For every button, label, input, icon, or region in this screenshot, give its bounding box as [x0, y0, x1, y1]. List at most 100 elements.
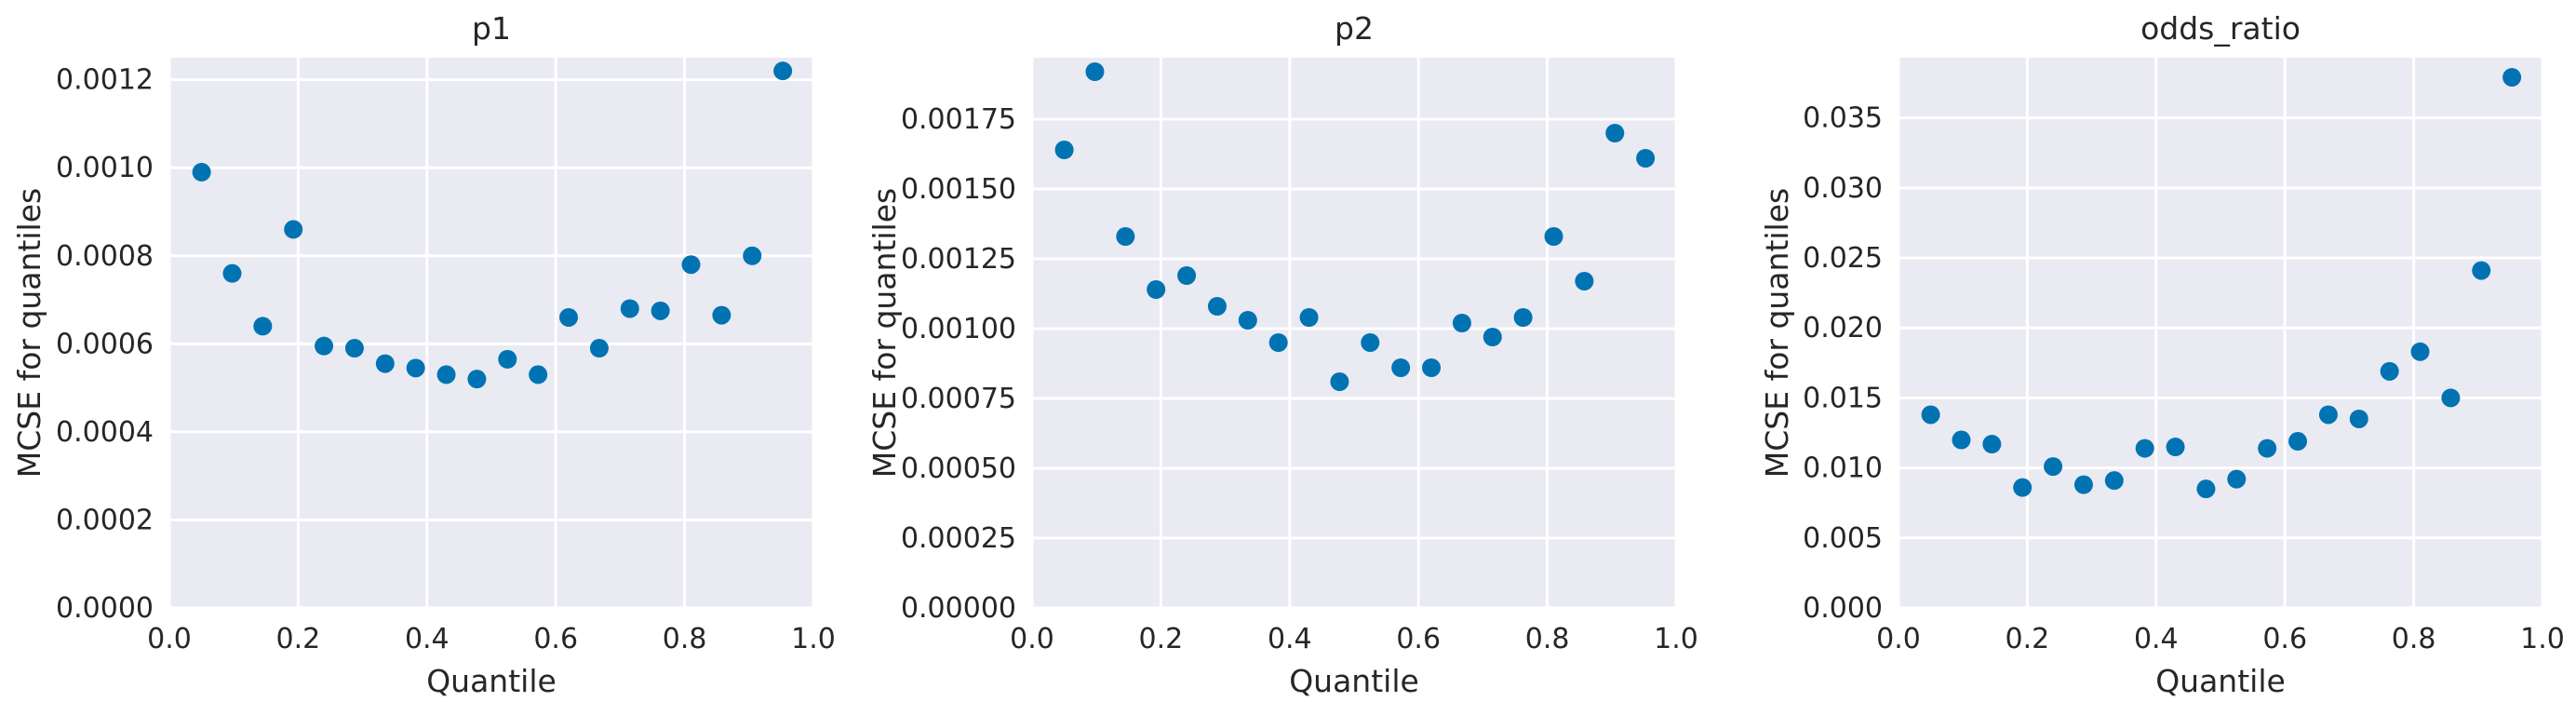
data-point [1177, 266, 1197, 285]
data-point [1921, 405, 1940, 425]
y-tick-label: 0.0010 [56, 152, 154, 184]
data-point [2166, 438, 2185, 457]
panel-p2: 0.0 0.2 0.4 0.6 0.8 1.0 0.00000 0.00025 0.00050 0… [866, 10, 1698, 699]
data-point [498, 349, 517, 369]
plot-area [1898, 58, 2542, 608]
chart-title: p1 [472, 10, 511, 47]
data-point [2013, 478, 2033, 497]
y-tick-label: 0.005 [1803, 522, 1883, 555]
data-point [1147, 280, 1166, 299]
y-tick-label: 0.00075 [901, 383, 1016, 415]
data-point [743, 246, 762, 265]
data-point [2288, 432, 2308, 452]
x-tick-label: 0.6 [1396, 623, 1441, 655]
chart-title: odds_ratio [2140, 10, 2301, 47]
y-tick-label: 0.00050 [901, 452, 1016, 485]
data-point [1299, 308, 1319, 327]
x-tick-label: 0.8 [663, 623, 707, 655]
y-axis-label: MCSE for quantiles [866, 188, 903, 478]
y-tick-label: 0.0008 [56, 240, 154, 273]
y-tick-label: 0.00175 [901, 103, 1016, 136]
data-point [2441, 388, 2461, 408]
data-point [2104, 471, 2124, 491]
data-point [253, 317, 273, 336]
data-point [529, 365, 548, 384]
plot-area [1032, 58, 1676, 608]
x-tick-label: 0.2 [276, 623, 321, 655]
data-point [284, 220, 303, 239]
x-axis-label: Quantile [1289, 663, 1419, 699]
data-point [1330, 372, 1349, 391]
data-point [1575, 272, 1594, 290]
data-point [681, 255, 701, 275]
data-point [589, 339, 609, 358]
data-point [1982, 435, 2002, 454]
data-point [1391, 358, 1411, 377]
data-point [1238, 311, 1257, 330]
y-tick-label: 0.0012 [56, 64, 154, 97]
data-point [192, 162, 211, 182]
x-tick-label: 0.2 [1139, 623, 1184, 655]
data-point [2502, 68, 2522, 88]
data-point [2044, 457, 2063, 477]
x-axis-label: Quantile [426, 663, 557, 699]
data-point [1207, 297, 1227, 316]
data-point [1636, 149, 1656, 168]
x-tick-label: 0.0 [1010, 623, 1054, 655]
data-point [2196, 479, 2216, 499]
y-tick-label: 0.0000 [56, 592, 154, 625]
x-tick-label: 0.8 [2392, 623, 2436, 655]
data-point [1513, 308, 1533, 327]
x-tick-label: 0.4 [1268, 623, 1312, 655]
y-tick-label: 0.0004 [56, 416, 154, 449]
data-point [2135, 438, 2154, 458]
data-point [1605, 124, 1625, 142]
data-point [1544, 227, 1563, 246]
data-point [2318, 405, 2338, 425]
data-point [2349, 409, 2368, 428]
data-point [1952, 430, 1971, 450]
panel-odds-ratio: 0.0 0.2 0.4 0.6 0.8 1.0 0.000 0.005 0.010 0.015 0.… [1759, 10, 2565, 699]
data-point [1361, 333, 1380, 352]
data-point [1054, 141, 1074, 159]
data-point [315, 336, 334, 356]
x-tick-label: 0.8 [1525, 623, 1570, 655]
data-point [651, 301, 670, 320]
y-axis-label: MCSE for quantiles [11, 188, 47, 478]
y-tick-label: 0.00000 [901, 592, 1016, 625]
data-point [559, 307, 579, 327]
y-tick-label: 0.0006 [56, 328, 154, 360]
x-tick-label: 1.0 [1654, 623, 1698, 655]
x-tick-label: 1.0 [2520, 623, 2565, 655]
y-tick-label: 0.0002 [56, 504, 154, 536]
x-tick-label: 0.4 [405, 623, 449, 655]
y-tick-label: 0.025 [1803, 242, 1883, 275]
data-point [620, 299, 639, 318]
data-point [712, 305, 731, 325]
y-tick-label: 0.020 [1803, 312, 1883, 344]
data-point [222, 263, 242, 283]
data-point [1085, 62, 1105, 81]
data-point [1268, 333, 1288, 352]
x-axis-label: Quantile [2155, 663, 2286, 699]
x-tick-label: 0.0 [147, 623, 192, 655]
data-point [1452, 314, 1471, 332]
y-tick-label: 0.00025 [901, 522, 1016, 555]
x-tick-label: 0.6 [533, 623, 578, 655]
data-point [375, 354, 395, 373]
y-tick-label: 0.010 [1803, 452, 1883, 485]
y-tick-label: 0.000 [1803, 592, 1883, 625]
data-point [2380, 361, 2399, 381]
x-tick-label: 0.2 [2006, 623, 2050, 655]
data-point [467, 370, 487, 389]
x-tick-label: 0.4 [2134, 623, 2179, 655]
x-tick-label: 0.0 [1876, 623, 1921, 655]
plot-area [169, 58, 813, 608]
panel-p1: 0.0 0.2 0.4 0.6 0.8 1.0 0.0000 0.0002 0.0004 0.00… [11, 10, 836, 699]
data-point [344, 339, 364, 358]
y-tick-label: 0.015 [1803, 382, 1883, 414]
data-point [2410, 342, 2430, 361]
y-tick-label: 0.00150 [901, 173, 1016, 206]
data-point [2258, 438, 2277, 458]
